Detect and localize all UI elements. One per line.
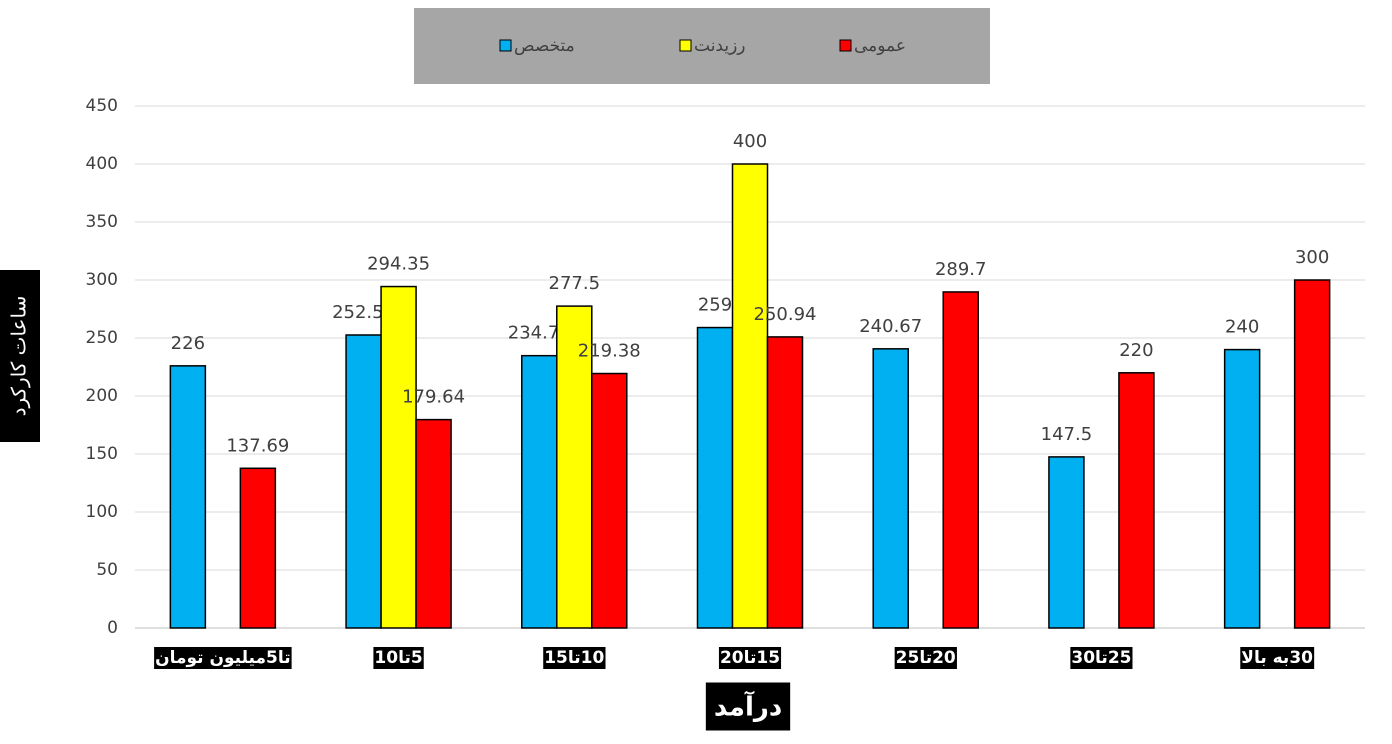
bar [768, 337, 803, 628]
legend-swatch [500, 40, 511, 51]
x-tick-label: 10تا15 [544, 648, 604, 668]
data-label: 240.67 [859, 316, 922, 337]
legend-label: رزیدنت [694, 36, 746, 56]
y-tick-label: 50 [96, 560, 118, 580]
bar [733, 164, 768, 628]
data-label: 226 [171, 333, 205, 354]
x-tick-label: 20تا25 [896, 648, 956, 668]
bar [1225, 350, 1260, 628]
bar [1295, 280, 1330, 628]
data-label: 250.94 [754, 304, 817, 325]
data-label: 400 [733, 131, 767, 152]
y-tick-label: 400 [86, 154, 118, 174]
data-label: 179.64 [402, 387, 465, 408]
bar [873, 349, 908, 628]
y-axis-title: ساعات کارکرد [7, 296, 31, 417]
x-tick-label: 25تا30 [1071, 648, 1131, 668]
data-label: 137.69 [226, 435, 289, 456]
x-tick-label: 30به بالا [1241, 648, 1313, 668]
legend-label: عمومی [854, 36, 906, 56]
bar [416, 420, 451, 628]
data-label: 259 [698, 295, 732, 316]
y-tick-label: 300 [86, 270, 118, 290]
y-tick-label: 250 [86, 328, 118, 348]
legend-swatch [680, 40, 691, 51]
y-tick-label: 350 [86, 212, 118, 232]
bar [170, 366, 205, 628]
data-label: 147.5 [1041, 424, 1093, 445]
data-label: 300 [1295, 247, 1329, 268]
x-tick-label: تا5میلیون تومان [155, 648, 291, 668]
bar [346, 335, 381, 628]
y-tick-label: 100 [86, 502, 118, 522]
data-label: 240 [1225, 317, 1259, 338]
legend-swatch [840, 40, 851, 51]
bar [698, 328, 733, 628]
data-label: 220 [1119, 340, 1153, 361]
bar [592, 374, 627, 628]
y-tick-label: 0 [107, 618, 118, 638]
y-tick-label: 450 [86, 96, 118, 116]
chart: ساعات کارکرد 0 50 100 150 200 250 300 350 400 450… [0, 0, 1392, 744]
bar [943, 292, 978, 628]
x-tick-label: 5تا10 [374, 648, 422, 668]
bar [1119, 373, 1154, 628]
bar [381, 287, 416, 628]
x-axis-title: درآمد [714, 691, 782, 723]
data-label: 294.35 [367, 254, 430, 275]
y-tick-label: 200 [86, 386, 118, 406]
bar [1049, 457, 1084, 628]
y-tick-label: 150 [86, 444, 118, 464]
bar [522, 356, 557, 628]
legend-label: متخصص [514, 36, 575, 56]
data-label: 289.7 [935, 259, 987, 280]
x-tick-label: 15تا20 [720, 648, 780, 668]
data-label: 219.38 [578, 341, 641, 362]
bar [240, 468, 275, 628]
data-label: 277.5 [549, 273, 601, 294]
